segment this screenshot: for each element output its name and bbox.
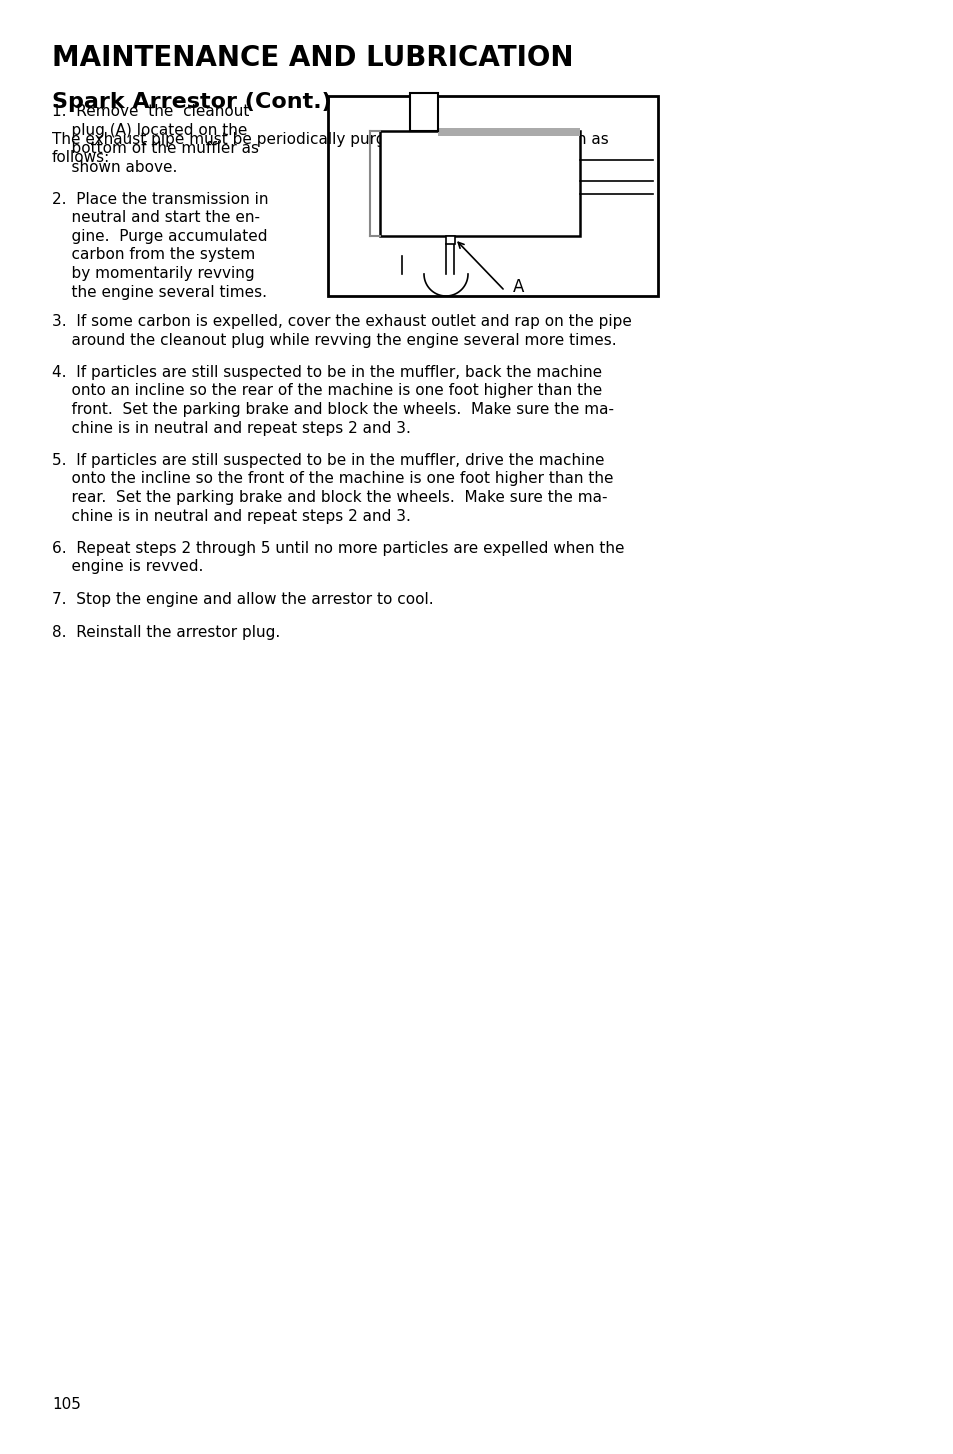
Text: bottom of the muffler as: bottom of the muffler as: [52, 141, 258, 156]
Bar: [328, 96, 658, 297]
Text: front.  Set the parking brake and block the wheels.  Make sure the ma-: front. Set the parking brake and block t…: [52, 401, 614, 417]
Text: shown above.: shown above.: [52, 160, 177, 174]
Text: engine is revved.: engine is revved.: [52, 560, 203, 574]
Text: chine is in neutral and repeat steps 2 and 3.: chine is in neutral and repeat steps 2 a…: [52, 420, 411, 436]
Text: follows:: follows:: [52, 150, 111, 164]
Text: 5.  If particles are still suspected to be in the muffler, drive the machine: 5. If particles are still suspected to b…: [52, 454, 604, 468]
Text: The exhaust pipe must be periodically purged of accumulated carbon as: The exhaust pipe must be periodically pu…: [52, 132, 608, 147]
Text: by momentarily revving: by momentarily revving: [52, 266, 254, 281]
Bar: [446, 236, 455, 244]
Text: neutral and start the en-: neutral and start the en-: [52, 211, 260, 225]
Text: the engine several times.: the engine several times.: [52, 285, 267, 300]
Bar: [379, 131, 579, 236]
Text: 4.  If particles are still suspected to be in the muffler, back the machine: 4. If particles are still suspected to b…: [52, 365, 601, 379]
Text: Spark Arrestor (Cont.): Spark Arrestor (Cont.): [52, 92, 332, 112]
Text: 3.  If some carbon is expelled, cover the exhaust outlet and rap on the pipe: 3. If some carbon is expelled, cover the…: [52, 314, 631, 329]
Text: carbon from the system: carbon from the system: [52, 247, 255, 263]
Text: A: A: [513, 278, 524, 297]
Bar: [437, 128, 579, 137]
Text: 1.  Remove  the  cleanout: 1. Remove the cleanout: [52, 105, 249, 119]
Text: rear.  Set the parking brake and block the wheels.  Make sure the ma-: rear. Set the parking brake and block th…: [52, 490, 607, 505]
Text: around the cleanout plug while revving the engine several more times.: around the cleanout plug while revving t…: [52, 333, 616, 348]
Text: MAINTENANCE AND LUBRICATION: MAINTENANCE AND LUBRICATION: [52, 44, 573, 73]
Text: 6.  Repeat steps 2 through 5 until no more particles are expelled when the: 6. Repeat steps 2 through 5 until no mor…: [52, 541, 624, 555]
Text: plug (A) located on the: plug (A) located on the: [52, 122, 247, 138]
Text: 2.  Place the transmission in: 2. Place the transmission in: [52, 192, 268, 206]
Text: 105: 105: [52, 1397, 81, 1412]
Text: 7.  Stop the engine and allow the arrestor to cool.: 7. Stop the engine and allow the arresto…: [52, 592, 434, 606]
Text: chine is in neutral and repeat steps 2 and 3.: chine is in neutral and repeat steps 2 a…: [52, 509, 411, 523]
Bar: [410, 93, 437, 131]
Text: onto the incline so the front of the machine is one foot higher than the: onto the incline so the front of the mac…: [52, 471, 613, 487]
Text: 8.  Reinstall the arrestor plug.: 8. Reinstall the arrestor plug.: [52, 625, 280, 640]
Text: gine.  Purge accumulated: gine. Purge accumulated: [52, 228, 267, 244]
Text: onto an incline so the rear of the machine is one foot higher than the: onto an incline so the rear of the machi…: [52, 384, 601, 398]
